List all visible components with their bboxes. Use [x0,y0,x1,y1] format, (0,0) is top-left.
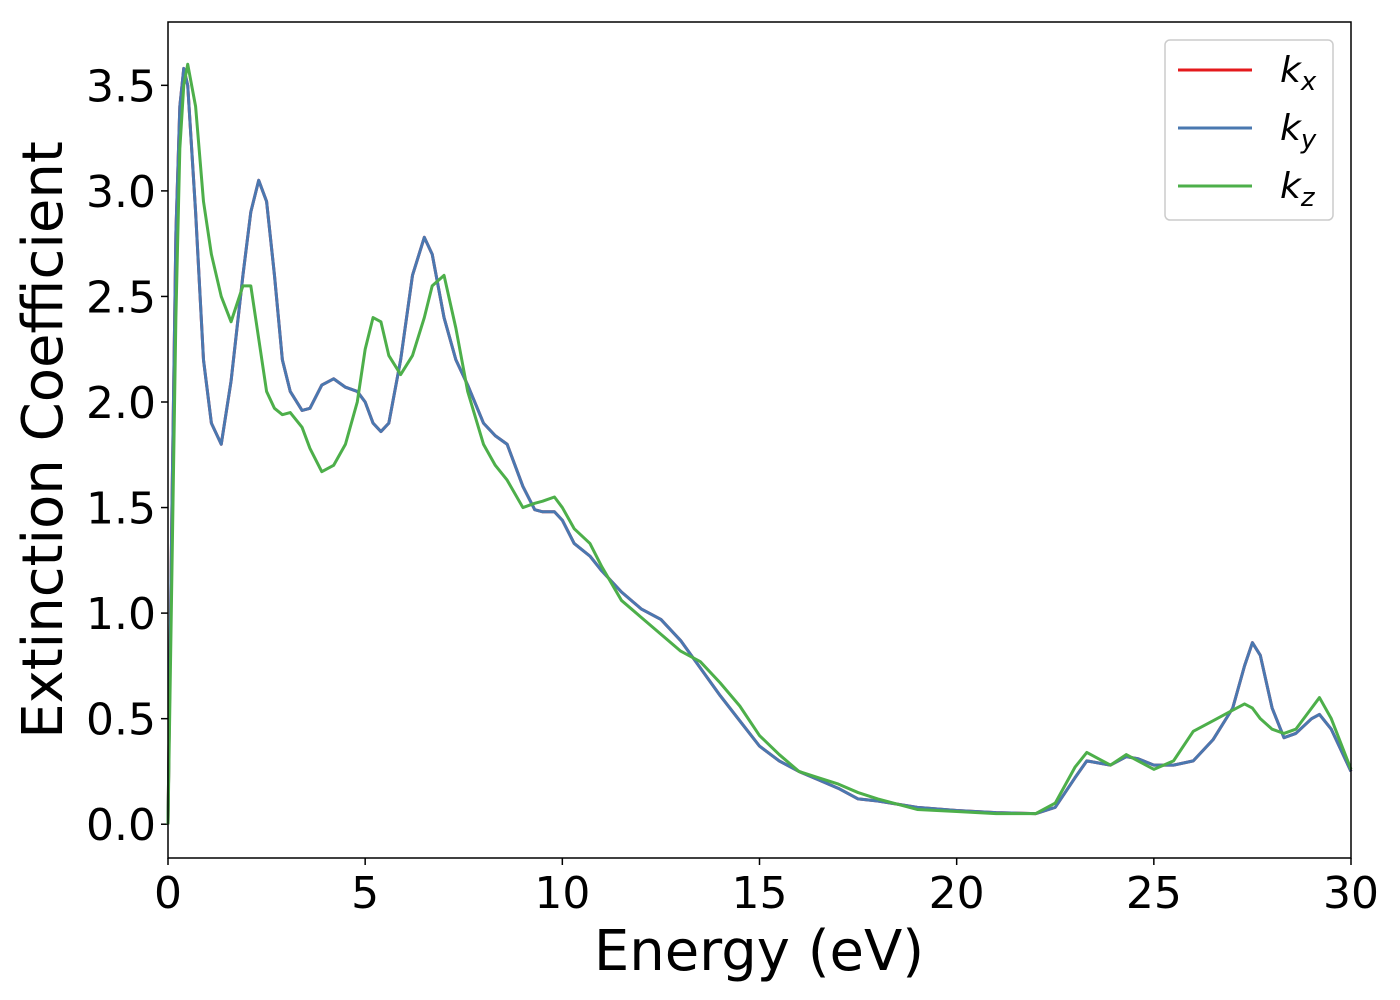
y-tick-label: 1.5 [86,484,156,535]
y-tick-label: 3.5 [86,61,156,112]
y-axis-label: Extinction Coefficient [11,141,76,739]
y-tick-label: 0.5 [86,695,156,746]
legend-label: ky [1280,108,1317,155]
data-line [166,62,1353,825]
legend-label: kz [1280,166,1316,213]
x-tick-label: 25 [1126,868,1182,919]
x-tick-label: 15 [732,868,788,919]
plot-frame [167,21,1352,859]
y-tick-label: 3.0 [86,167,156,218]
x-tick-label: 5 [351,868,379,919]
y-tick-label: 0.0 [86,800,156,851]
x-tick-label: 20 [929,868,985,919]
x-axis-label: Energy (eV) [594,919,924,984]
y-tick-label: 2.0 [86,378,156,429]
x-tick-label: 10 [534,868,590,919]
y-tick-label: 1.0 [86,589,156,640]
data-line [166,66,1353,825]
legend-label: kx [1280,50,1317,97]
x-tick-label: 0 [154,868,182,919]
x-tick-label: 30 [1323,868,1379,919]
legend-box [1164,39,1334,221]
y-tick-label: 2.5 [86,272,156,323]
